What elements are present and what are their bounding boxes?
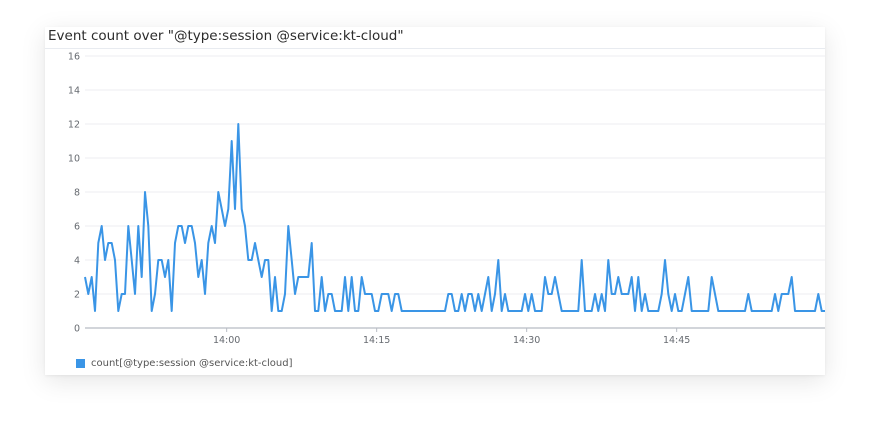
legend[interactable]: count[@type:session @service:kt-cloud] xyxy=(76,358,293,369)
x-tick-label: 14:30 xyxy=(513,335,540,346)
x-tick-label: 14:15 xyxy=(363,335,390,346)
y-tick-label: 0 xyxy=(74,324,80,335)
y-tick-label: 14 xyxy=(68,86,80,97)
x-tick-label: 14:45 xyxy=(663,335,690,346)
legend-label: count[@type:session @service:kt-cloud] xyxy=(91,358,293,369)
legend-swatch xyxy=(76,359,85,368)
x-tick-label: 14:00 xyxy=(213,335,240,346)
y-tick-label: 8 xyxy=(74,188,80,199)
y-tick-label: 10 xyxy=(68,154,80,165)
chart-title: Event count over "@type:session @service… xyxy=(48,28,404,44)
series-line xyxy=(84,123,825,312)
y-tick-label: 12 xyxy=(68,120,80,131)
y-tick-label: 16 xyxy=(68,52,80,63)
chart-card xyxy=(45,27,825,375)
title-divider xyxy=(45,48,825,49)
y-tick-label: 6 xyxy=(74,222,80,233)
y-tick-label: 2 xyxy=(74,290,80,301)
y-tick-label: 4 xyxy=(74,256,80,267)
